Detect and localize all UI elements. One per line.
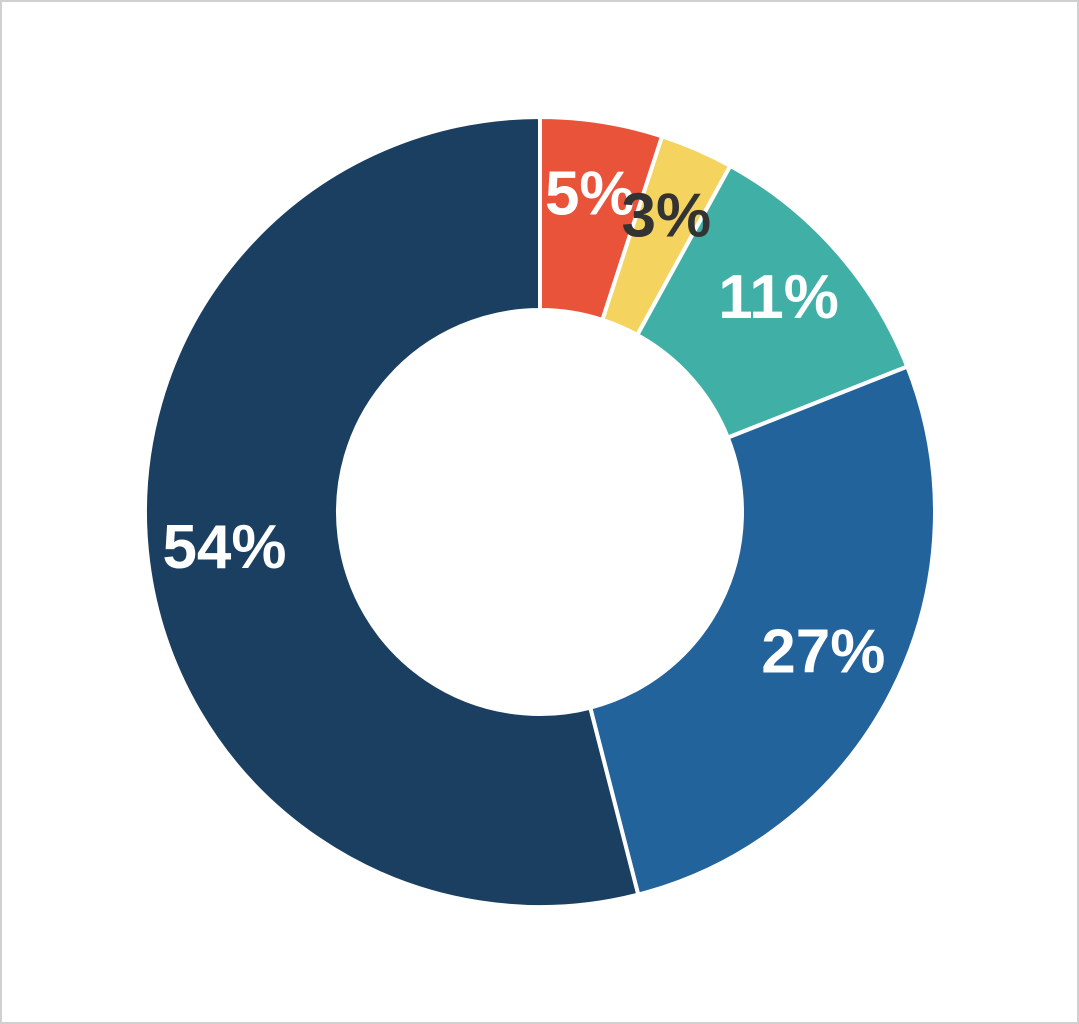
data-label: 5% xyxy=(545,159,635,228)
data-label: 27% xyxy=(761,618,885,687)
donut-segment xyxy=(634,163,910,441)
donut-segment xyxy=(587,363,937,898)
data-label: 3% xyxy=(621,182,711,251)
donut-segment xyxy=(143,114,641,909)
data-label: 54% xyxy=(162,513,286,582)
data-label: 11% xyxy=(718,263,839,332)
